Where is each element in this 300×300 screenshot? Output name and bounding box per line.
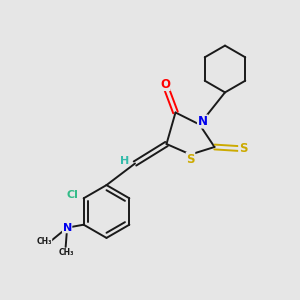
Text: O: O	[160, 77, 170, 91]
Text: H: H	[120, 155, 129, 166]
Text: S: S	[186, 152, 195, 166]
Text: Cl: Cl	[66, 190, 78, 200]
Text: S: S	[239, 142, 247, 155]
Text: CH₃: CH₃	[36, 237, 52, 246]
Text: CH₃: CH₃	[58, 248, 74, 257]
Text: N: N	[197, 115, 208, 128]
Text: N: N	[62, 223, 72, 233]
